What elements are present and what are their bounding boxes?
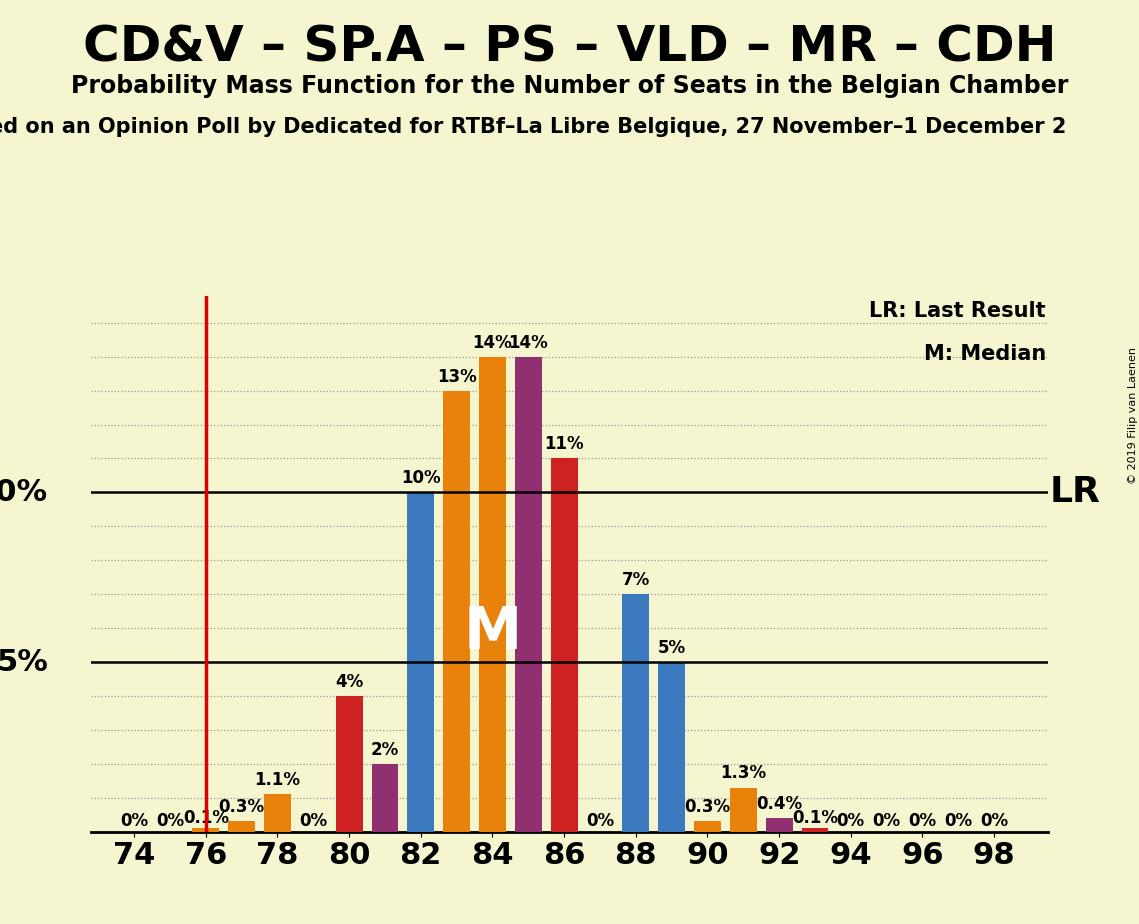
Text: 0%: 0% [300,812,327,830]
Text: 5%: 5% [657,638,686,657]
Text: ed on an Opinion Poll by Dedicated for RTBf–La Libre Belgique, 27 November–1 Dec: ed on an Opinion Poll by Dedicated for R… [0,117,1066,138]
Bar [192,828,219,832]
Bar [371,764,399,832]
Text: 1.3%: 1.3% [720,764,767,783]
Text: 0%: 0% [909,812,936,830]
Text: 1.1%: 1.1% [254,772,301,789]
Bar [515,357,542,832]
Text: 0.4%: 0.4% [756,795,802,813]
Text: 14%: 14% [508,334,548,352]
Text: M: Median: M: Median [924,344,1046,364]
Bar [336,696,362,832]
Text: CD&V – SP.A – PS – VLD – MR – CDH: CD&V – SP.A – PS – VLD – MR – CDH [83,23,1056,71]
Text: 0%: 0% [585,812,614,830]
Text: 2%: 2% [371,741,399,759]
Text: 7%: 7% [622,571,650,590]
Text: 10%: 10% [0,478,48,507]
Text: 0%: 0% [120,812,148,830]
Bar [480,357,506,832]
Bar [264,795,290,832]
Text: LR: Last Result: LR: Last Result [869,301,1046,321]
Text: 13%: 13% [436,368,476,385]
Text: 0%: 0% [837,812,865,830]
Text: Probability Mass Function for the Number of Seats in the Belgian Chamber: Probability Mass Function for the Number… [71,74,1068,98]
Text: 0%: 0% [872,812,901,830]
Bar [730,787,756,832]
Bar [550,458,577,832]
Text: LR: LR [1050,476,1100,509]
Bar [802,828,828,832]
Text: 4%: 4% [335,673,363,691]
Text: 10%: 10% [401,469,441,487]
Text: 14%: 14% [473,334,513,352]
Text: 0%: 0% [980,812,1008,830]
Text: 0.1%: 0.1% [182,808,229,826]
Text: 0.3%: 0.3% [219,798,264,816]
Text: M: M [464,603,522,661]
Text: 11%: 11% [544,435,584,454]
Text: 0%: 0% [944,812,973,830]
Bar [694,821,721,832]
Text: 5%: 5% [0,648,48,676]
Text: © 2019 Filip van Laenen: © 2019 Filip van Laenen [1129,347,1138,484]
Bar [228,821,255,832]
Text: 0.3%: 0.3% [685,798,730,816]
Bar [408,492,434,832]
Bar [765,818,793,832]
Text: 0.1%: 0.1% [792,808,838,826]
Bar [658,662,685,832]
Bar [622,594,649,832]
Text: 0%: 0% [156,812,185,830]
Bar [443,391,470,832]
